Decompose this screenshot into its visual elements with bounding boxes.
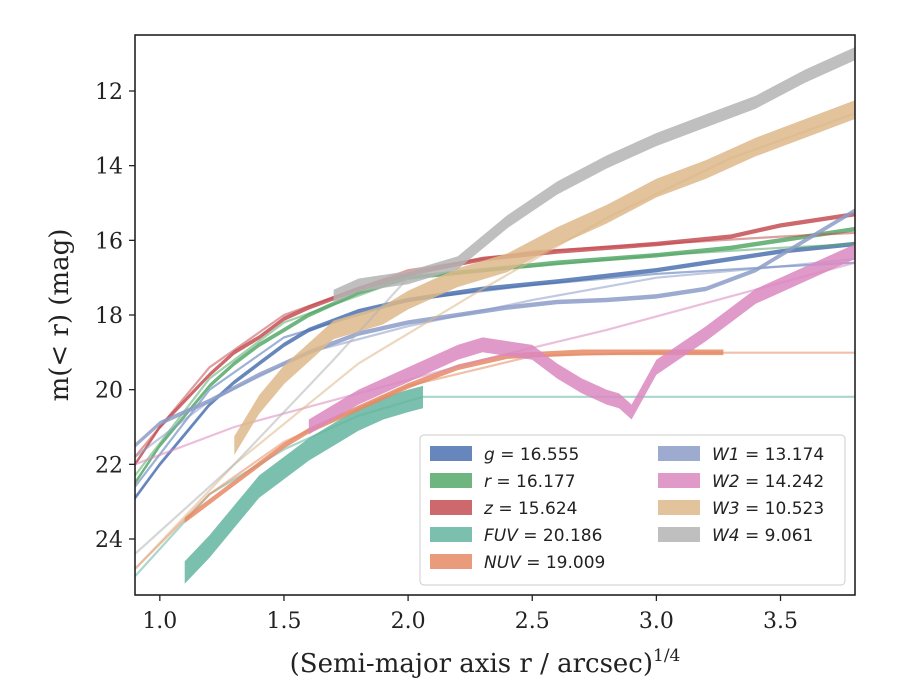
- plot-area: [135, 47, 855, 584]
- legend-swatch-w3: [658, 500, 700, 515]
- series-w2: [135, 244, 855, 466]
- x-tick-label: 2.0: [391, 609, 426, 634]
- series-model-line-w1: [135, 257, 855, 458]
- series-nuv: [135, 349, 855, 570]
- legend-label-fuv: FUV = 20.186: [484, 526, 602, 546]
- legend-swatch-w4: [658, 527, 700, 542]
- legend-variable-z: z: [483, 499, 494, 519]
- legend-variable-w3: W3: [712, 499, 740, 519]
- legend-swatch-z: [430, 500, 472, 515]
- legend-value-w2: = 14.242: [740, 472, 825, 492]
- legend-box: [419, 434, 846, 586]
- x-tick-label: 1.0: [142, 609, 177, 634]
- legend-variable-w1: W1: [712, 445, 740, 465]
- legend-swatch-fuv: [430, 527, 472, 542]
- legend-value-z: = 15.624: [493, 499, 578, 519]
- y-tick-label: 24: [95, 528, 123, 553]
- legend-value-w1: = 13.174: [740, 445, 825, 465]
- legend-value-fuv: = 20.186: [518, 526, 603, 546]
- series-w4: [135, 47, 855, 555]
- legend-label-nuv: NUV = 19.009: [484, 553, 605, 573]
- legend-variable-fuv: FUV: [484, 526, 519, 546]
- legend-variable-g: g: [484, 445, 495, 465]
- y-tick-label: 12: [95, 80, 123, 105]
- series-band-fuv: [184, 385, 423, 584]
- axes: 1.0 1.5 2.0 2.5 3.0 3.5 12 14 16 18 20 22 24 (Semi-ma…: [45, 34, 856, 679]
- legend-label-z: z = 15.624: [483, 499, 577, 519]
- x-tick-label: 3.0: [639, 609, 674, 634]
- legend-swatch-w2: [658, 473, 700, 488]
- legend-label-w2: W2 = 14.242: [712, 472, 824, 492]
- legend-swatch-g: [430, 446, 472, 461]
- legend-value-r: = 16.177: [491, 472, 576, 492]
- series-model-line-nuv: [135, 351, 855, 570]
- y-tick-label: 22: [95, 453, 123, 478]
- y-tick-label: 18: [95, 304, 123, 329]
- y-tick-label: 20: [95, 379, 123, 404]
- y-tick-label: 16: [95, 229, 123, 254]
- legend-value-nuv: = 19.009: [521, 553, 606, 573]
- legend-swatch-nuv: [430, 554, 472, 569]
- x-tick-label: 1.5: [266, 609, 301, 634]
- legend-label-w1: W1 = 13.174: [712, 445, 824, 465]
- legend-variable-w4: W4: [712, 526, 740, 546]
- series-w1: [135, 208, 855, 458]
- legend-label-r: r = 16.177: [484, 472, 576, 492]
- legend-variable-nuv: NUV: [484, 553, 522, 573]
- series-model-line-z: [135, 231, 855, 458]
- series-z: [135, 212, 855, 467]
- legend-label-w3: W3 = 10.523: [712, 499, 824, 519]
- legend-variable-w2: W2: [712, 472, 740, 492]
- y-tick-label: 14: [95, 155, 123, 180]
- legend-variable-r: r: [484, 472, 492, 492]
- legend-label-g: g = 16.555: [484, 445, 579, 465]
- x-tick-label: 2.5: [515, 609, 550, 634]
- series-model-line-w2: [135, 261, 855, 466]
- y-axis-label: m(< r) (mag): [45, 229, 75, 402]
- series-model-line-w4: [135, 276, 409, 555]
- legend-value-w3: = 10.523: [740, 499, 825, 519]
- x-tick-label: 3.5: [763, 609, 798, 634]
- legend-value-w4: = 9.061: [740, 526, 814, 546]
- legend-swatch-r: [430, 473, 472, 488]
- legend-label-w4: W4 = 9.061: [712, 526, 813, 546]
- x-axis-label: (Semi-major axis r / arcsec)1/4: [290, 646, 681, 679]
- legend-swatch-w1: [658, 446, 700, 461]
- x-axis-label-exponent: 1/4: [653, 646, 680, 666]
- legend-value-g: = 16.555: [495, 445, 580, 465]
- series-band-w4: [333, 47, 855, 303]
